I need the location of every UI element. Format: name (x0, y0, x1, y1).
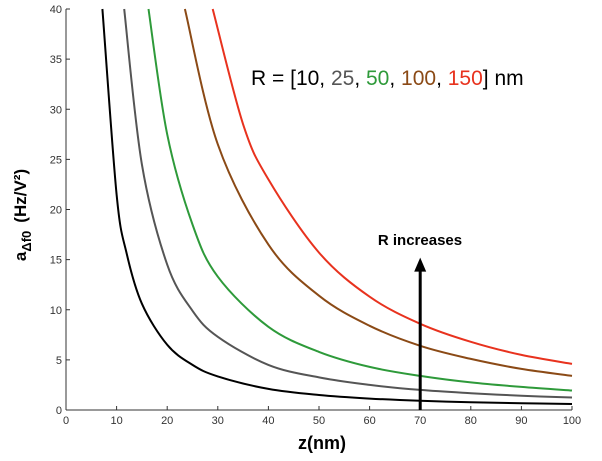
x-tick-label: 50 (313, 415, 325, 427)
y-axis-label-unit: (Hz/V²) (11, 169, 30, 223)
series-line-4 (183, 8, 573, 377)
x-tick-label: 100 (563, 415, 581, 427)
x-ticks: 0 10 20 30 40 50 60 70 80 90 100 (63, 406, 581, 427)
legend-suffix: ] nm (483, 67, 524, 90)
legend-value-50: 50 (366, 67, 389, 90)
y-axis-label: aΔf0 (Hz/V²) (11, 169, 34, 261)
x-tick-label: 80 (465, 415, 477, 427)
legend: R = [10, 25, 50, 100, 150] nm (251, 67, 524, 90)
x-tick-label: 10 (110, 415, 122, 427)
series-line-1 (101, 8, 573, 405)
x-tick-label: 20 (161, 415, 173, 427)
y-tick-label: 0 (56, 405, 62, 417)
y-axis-label-sub: Δf0 (19, 231, 34, 252)
y-tick-label: 10 (50, 305, 62, 317)
svg-text:aΔf0(Hz/V²): aΔf0 (Hz/V²) (11, 169, 34, 261)
y-tick-label: 25 (50, 154, 62, 166)
legend-separator: , (389, 67, 401, 90)
legend-separator: , (436, 67, 448, 90)
x-tick-label: 30 (212, 415, 224, 427)
x-axis-label: z(nm) (298, 433, 346, 453)
series-line-5 (211, 8, 573, 365)
y-tick-label: 30 (50, 104, 62, 116)
x-tick-label: 70 (414, 415, 426, 427)
legend-prefix: R = [ (251, 67, 296, 90)
y-tick-label: 5 (56, 355, 62, 367)
series-line-2 (123, 8, 573, 399)
y-ticks: 0 5 10 15 20 25 30 35 40 (50, 4, 70, 417)
legend-value-10: 10 (296, 67, 319, 90)
legend-value-150: 150 (448, 67, 483, 90)
y-tick-label: 35 (50, 54, 62, 66)
y-tick-label: 20 (50, 205, 62, 217)
legend-separator: , (319, 67, 331, 90)
annotation-arrowhead (414, 257, 427, 272)
x-tick-label: 0 (63, 415, 69, 427)
x-tick-label: 90 (515, 415, 527, 427)
legend-value-25: 25 (331, 67, 354, 90)
y-axis-label-main: a (11, 251, 30, 261)
legend-value-100: 100 (401, 67, 436, 90)
series-line-3 (147, 8, 573, 392)
x-tick-label: 40 (262, 415, 274, 427)
x-tick-label: 60 (363, 415, 375, 427)
annotation: R increases (378, 232, 462, 410)
y-tick-label: 40 (50, 4, 62, 16)
data-curves (101, 8, 573, 405)
y-tick-label: 15 (50, 255, 62, 267)
annotation-text: R increases (378, 232, 462, 249)
legend-separator: , (354, 67, 366, 90)
